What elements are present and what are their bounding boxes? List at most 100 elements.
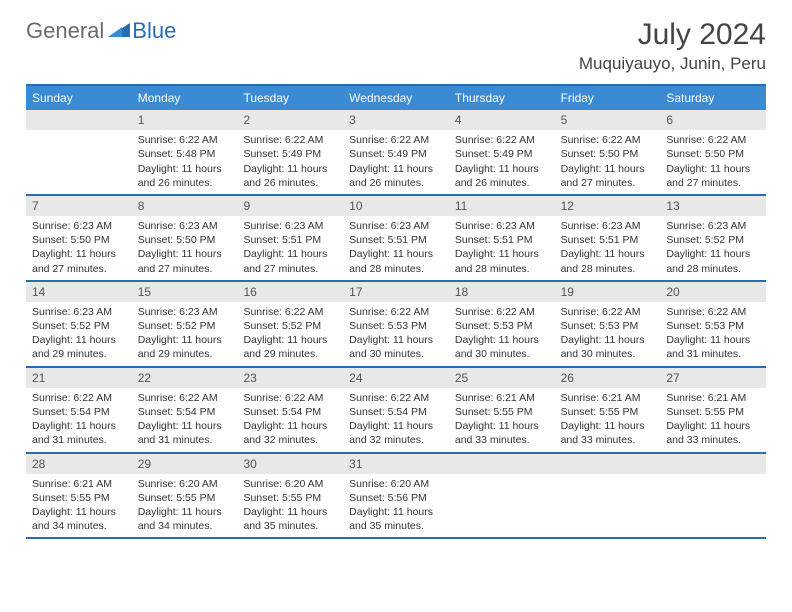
daylight-line: Daylight: 11 hours and 26 minutes. bbox=[349, 162, 443, 190]
sunrise-line: Sunrise: 6:21 AM bbox=[455, 391, 549, 405]
daylight-line: Daylight: 11 hours and 28 minutes. bbox=[455, 247, 549, 275]
sunset-line: Sunset: 5:55 PM bbox=[32, 491, 126, 505]
day-detail: Sunrise: 6:21 AMSunset: 5:55 PMDaylight:… bbox=[664, 391, 762, 448]
sunset-line: Sunset: 5:55 PM bbox=[666, 405, 760, 419]
sunrise-line: Sunrise: 6:23 AM bbox=[349, 219, 443, 233]
day-number: 4 bbox=[449, 110, 555, 130]
sunset-line: Sunset: 5:51 PM bbox=[455, 233, 549, 247]
daylight-line: Daylight: 11 hours and 28 minutes. bbox=[561, 247, 655, 275]
sunrise-line: Sunrise: 6:21 AM bbox=[32, 477, 126, 491]
sunset-line: Sunset: 5:51 PM bbox=[243, 233, 337, 247]
day-cell: 3 Sunrise: 6:22 AMSunset: 5:49 PMDaylight… bbox=[343, 110, 449, 194]
day-cell: 19Sunrise: 6:22 AMSunset: 5:53 PMDayligh… bbox=[555, 282, 661, 366]
day-detail: Sunrise: 6:21 AMSunset: 5:55 PMDaylight:… bbox=[453, 391, 551, 448]
calendar: Sunday Monday Tuesday Wednesday Thursday… bbox=[26, 84, 766, 539]
day-cell: 28 Sunrise: 6:21 AMSunset: 5:55 PMDayligh… bbox=[26, 454, 132, 538]
sunrise-line: Sunrise: 6:23 AM bbox=[243, 219, 337, 233]
sunrise-line: Sunrise: 6:20 AM bbox=[349, 477, 443, 491]
sunset-line: Sunset: 5:52 PM bbox=[32, 319, 126, 333]
day-number: 10 bbox=[343, 196, 449, 216]
day-detail: Sunrise: 6:22 AMSunset: 5:53 PMDaylight:… bbox=[559, 305, 657, 362]
day-number bbox=[660, 454, 766, 474]
day-number: 14 bbox=[26, 282, 132, 302]
day-detail: Sunrise: 6:21 AMSunset: 5:55 PMDaylight:… bbox=[30, 477, 128, 534]
sunset-line: Sunset: 5:52 PM bbox=[243, 319, 337, 333]
title-block: July 2024 Muquiyauyo, Junin, Peru bbox=[579, 18, 766, 74]
sunset-line: Sunset: 5:53 PM bbox=[455, 319, 549, 333]
daylight-line: Daylight: 11 hours and 32 minutes. bbox=[349, 419, 443, 447]
day-number: 30 bbox=[237, 454, 343, 474]
day-detail: Sunrise: 6:22 AMSunset: 5:54 PMDaylight:… bbox=[136, 391, 234, 448]
day-number: 11 bbox=[449, 196, 555, 216]
dayhead-sun: Sunday bbox=[26, 86, 132, 110]
day-detail: Sunrise: 6:21 AMSunset: 5:55 PMDaylight:… bbox=[559, 391, 657, 448]
day-number: 8 bbox=[132, 196, 238, 216]
day-cell bbox=[449, 454, 555, 538]
day-number: 12 bbox=[555, 196, 661, 216]
dayhead-wed: Wednesday bbox=[343, 86, 449, 110]
day-number: 21 bbox=[26, 368, 132, 388]
sunset-line: Sunset: 5:55 PM bbox=[138, 491, 232, 505]
day-cell: 16Sunrise: 6:22 AMSunset: 5:52 PMDayligh… bbox=[237, 282, 343, 366]
sunset-line: Sunset: 5:54 PM bbox=[138, 405, 232, 419]
sunset-line: Sunset: 5:54 PM bbox=[349, 405, 443, 419]
day-cell: 4Sunrise: 6:22 AMSunset: 5:49 PMDaylight… bbox=[449, 110, 555, 194]
day-cell bbox=[660, 454, 766, 538]
day-detail: Sunrise: 6:22 AMSunset: 5:49 PMDaylight:… bbox=[347, 133, 445, 190]
sunset-line: Sunset: 5:50 PM bbox=[561, 147, 655, 161]
day-detail: Sunrise: 6:23 AMSunset: 5:52 PMDaylight:… bbox=[30, 305, 128, 362]
day-number: 3 bbox=[343, 110, 449, 130]
daylight-line: Daylight: 11 hours and 27 minutes. bbox=[138, 247, 232, 275]
day-detail: Sunrise: 6:22 AMSunset: 5:53 PMDaylight:… bbox=[664, 305, 762, 362]
sunrise-line: Sunrise: 6:22 AM bbox=[243, 305, 337, 319]
day-cell: 21 Sunrise: 6:22 AMSunset: 5:54 PMDayligh… bbox=[26, 368, 132, 452]
sunrise-line: Sunrise: 6:23 AM bbox=[455, 219, 549, 233]
daylight-line: Daylight: 11 hours and 29 minutes. bbox=[32, 333, 126, 361]
sunrise-line: Sunrise: 6:21 AM bbox=[561, 391, 655, 405]
daylight-line: Daylight: 11 hours and 32 minutes. bbox=[243, 419, 337, 447]
day-number: 20 bbox=[660, 282, 766, 302]
day-detail: Sunrise: 6:20 AMSunset: 5:55 PMDaylight:… bbox=[241, 477, 339, 534]
day-number: 31 bbox=[343, 454, 449, 474]
dayhead-sat: Saturday bbox=[660, 86, 766, 110]
day-detail: Sunrise: 6:22 AMSunset: 5:54 PMDaylight:… bbox=[30, 391, 128, 448]
day-cell: 1Sunrise: 6:22 AMSunset: 5:48 PMDaylight… bbox=[132, 110, 238, 194]
day-number: 1 bbox=[132, 110, 238, 130]
sunset-line: Sunset: 5:51 PM bbox=[349, 233, 443, 247]
week-row: 28 Sunrise: 6:21 AMSunset: 5:55 PMDayligh… bbox=[26, 454, 766, 540]
sunset-line: Sunset: 5:51 PM bbox=[561, 233, 655, 247]
sunrise-line: Sunrise: 6:22 AM bbox=[243, 391, 337, 405]
header: General Blue July 2024 Muquiyauyo, Junin… bbox=[26, 18, 766, 74]
day-detail: Sunrise: 6:22 AMSunset: 5:50 PMDaylight:… bbox=[664, 133, 762, 190]
day-number: 28 bbox=[26, 454, 132, 474]
daylight-line: Daylight: 11 hours and 27 minutes. bbox=[32, 247, 126, 275]
sunrise-line: Sunrise: 6:22 AM bbox=[243, 133, 337, 147]
day-cell: 5Sunrise: 6:22 AMSunset: 5:50 PMDaylight… bbox=[555, 110, 661, 194]
daylight-line: Daylight: 11 hours and 31 minutes. bbox=[666, 333, 760, 361]
day-detail: Sunrise: 6:22 AMSunset: 5:49 PMDaylight:… bbox=[241, 133, 339, 190]
day-cell: 10 Sunrise: 6:23 AMSunset: 5:51 PMDayligh… bbox=[343, 196, 449, 280]
day-number bbox=[555, 454, 661, 474]
day-detail: Sunrise: 6:22 AMSunset: 5:52 PMDaylight:… bbox=[241, 305, 339, 362]
day-cell: 29Sunrise: 6:20 AMSunset: 5:55 PMDayligh… bbox=[132, 454, 238, 538]
sunrise-line: Sunrise: 6:21 AM bbox=[666, 391, 760, 405]
day-cell: 6Sunrise: 6:22 AMSunset: 5:50 PMDaylight… bbox=[660, 110, 766, 194]
weeks-container: 1Sunrise: 6:22 AMSunset: 5:48 PMDaylight… bbox=[26, 110, 766, 539]
month-title: July 2024 bbox=[579, 18, 766, 52]
sunrise-line: Sunrise: 6:22 AM bbox=[138, 133, 232, 147]
sunset-line: Sunset: 5:55 PM bbox=[561, 405, 655, 419]
sunrise-line: Sunrise: 6:22 AM bbox=[349, 133, 443, 147]
sunset-line: Sunset: 5:53 PM bbox=[666, 319, 760, 333]
day-cell: 23Sunrise: 6:22 AMSunset: 5:54 PMDayligh… bbox=[237, 368, 343, 452]
sunset-line: Sunset: 5:48 PM bbox=[138, 147, 232, 161]
sunset-line: Sunset: 5:50 PM bbox=[32, 233, 126, 247]
sunrise-line: Sunrise: 6:22 AM bbox=[138, 391, 232, 405]
day-cell: 20 Sunrise: 6:22 AMSunset: 5:53 PMDayligh… bbox=[660, 282, 766, 366]
sunrise-line: Sunrise: 6:23 AM bbox=[561, 219, 655, 233]
sunset-line: Sunset: 5:50 PM bbox=[138, 233, 232, 247]
day-detail: Sunrise: 6:23 AMSunset: 5:51 PMDaylight:… bbox=[347, 219, 445, 276]
day-detail: Sunrise: 6:23 AMSunset: 5:51 PMDaylight:… bbox=[453, 219, 551, 276]
daylight-line: Daylight: 11 hours and 33 minutes. bbox=[666, 419, 760, 447]
day-number: 23 bbox=[237, 368, 343, 388]
sunset-line: Sunset: 5:53 PM bbox=[349, 319, 443, 333]
